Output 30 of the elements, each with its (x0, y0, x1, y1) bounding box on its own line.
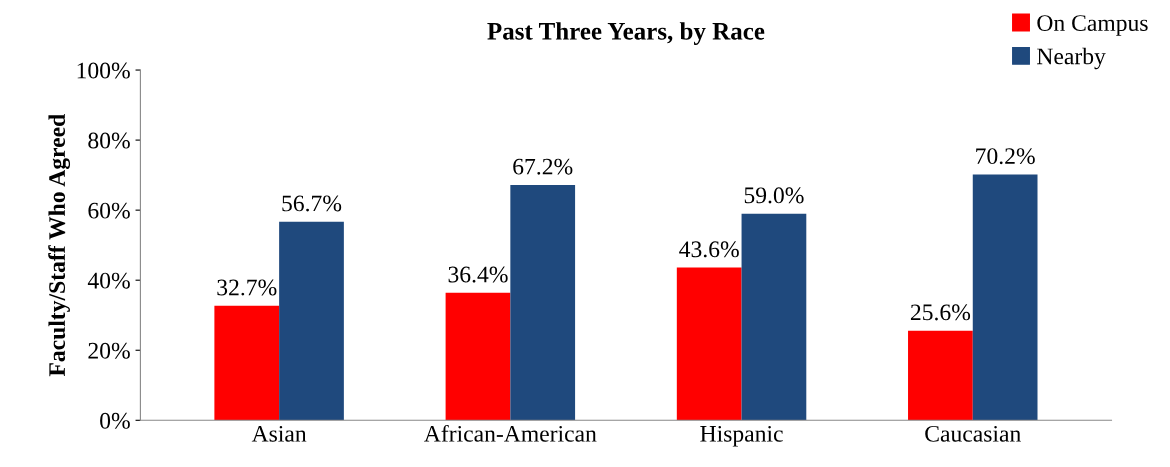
data-label: 56.7% (282, 195, 342, 212)
y-axis-title: Faculty/Staff Who Agreed (48, 114, 71, 377)
x-tick-label: Asian (251, 425, 307, 442)
bar (510, 184, 576, 421)
bar (279, 221, 344, 421)
bar (676, 267, 742, 421)
y-tick-label: 40% (87, 272, 130, 289)
data-label: 36.4% (448, 266, 508, 283)
bar (214, 305, 280, 421)
data-label: 25.6% (910, 304, 971, 321)
y-tick-label: 20% (88, 342, 130, 359)
data-label: 59.0% (744, 187, 804, 204)
y-tick-label: 100% (77, 62, 130, 79)
bar (741, 213, 807, 421)
y-tick-label: 0% (100, 412, 130, 429)
x-tick-label: African-American (424, 424, 597, 442)
x-tick-label: Caucasian (925, 425, 1021, 442)
bar (445, 292, 511, 421)
chart-title: Past Three Years, by Race (487, 22, 765, 45)
data-label: 67.2% (513, 158, 573, 175)
data-label: 32.7% (217, 279, 277, 296)
data-label: 70.2% (976, 148, 1035, 165)
legend-label: Nearby (1037, 47, 1106, 70)
legend-label: On Campus (1037, 15, 1148, 36)
y-tick-label: 60% (88, 202, 130, 219)
x-tick-label: Hispanic (700, 425, 783, 447)
bar (972, 174, 1038, 421)
y-tick-label: 80% (88, 132, 130, 149)
bar (908, 330, 973, 421)
data-label: 43.6% (679, 241, 739, 258)
